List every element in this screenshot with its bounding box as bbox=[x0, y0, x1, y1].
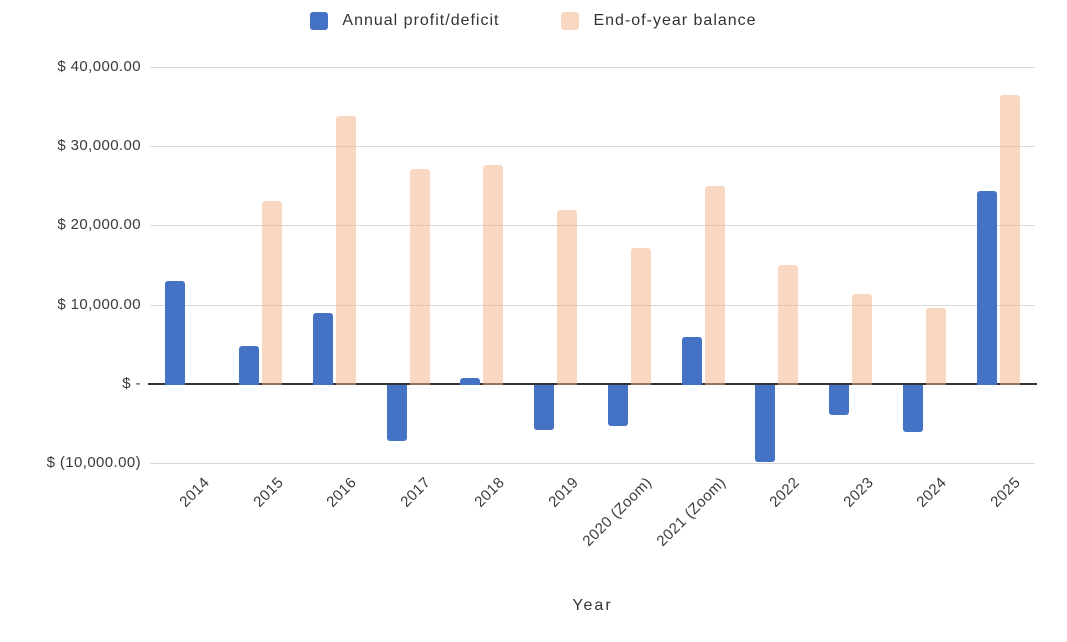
y-axis-tick-label: $ 30,000.00 bbox=[57, 137, 141, 155]
bar-annual-profit[interactable] bbox=[460, 378, 481, 385]
x-axis-tick-label: 2019 bbox=[544, 474, 582, 511]
legend-swatch-annual-profit-icon bbox=[310, 12, 329, 30]
x-axis-tick-label: 2014 bbox=[176, 474, 213, 511]
bar-end-of-year-balance[interactable] bbox=[483, 165, 504, 385]
bar-annual-profit[interactable] bbox=[681, 337, 702, 385]
bar-end-of-year-balance[interactable] bbox=[999, 94, 1020, 385]
x-axis-tick-label: 2023 bbox=[839, 474, 877, 511]
gridline bbox=[150, 304, 1035, 306]
bar-end-of-year-balance[interactable] bbox=[852, 294, 873, 385]
bar-annual-profit[interactable] bbox=[755, 384, 776, 462]
bar-annual-profit[interactable] bbox=[312, 312, 333, 385]
y-axis-tick-label: $ - bbox=[122, 374, 141, 392]
x-axis-tick-label: 2025 bbox=[987, 474, 1025, 511]
x-axis-zero-line bbox=[148, 382, 1037, 385]
x-axis-tick-label: 2015 bbox=[249, 474, 287, 511]
bar-end-of-year-balance[interactable] bbox=[557, 210, 578, 385]
legend-item-end-of-year-balance[interactable]: End-of-year balance bbox=[561, 12, 756, 30]
legend-label: End-of-year balance bbox=[593, 12, 757, 29]
x-axis-tick-label: 2017 bbox=[397, 474, 435, 511]
bar-end-of-year-balance[interactable] bbox=[630, 248, 651, 385]
bar-end-of-year-balance[interactable] bbox=[704, 185, 725, 385]
x-axis-tick-label: 2021 (Zoom) bbox=[653, 474, 730, 550]
y-axis-tick-label: $ 10,000.00 bbox=[57, 295, 141, 313]
legend-item-annual-profit[interactable]: Annual profit/deficit bbox=[310, 12, 499, 30]
x-axis-title: Year bbox=[572, 597, 613, 614]
y-axis-tick-label: $ 40,000.00 bbox=[57, 58, 141, 75]
bar-annual-profit[interactable] bbox=[165, 280, 186, 385]
bar-annual-profit[interactable] bbox=[902, 384, 923, 433]
bar-end-of-year-balance[interactable] bbox=[262, 200, 283, 385]
bar-annual-profit[interactable] bbox=[829, 384, 850, 415]
bar-annual-profit[interactable] bbox=[239, 345, 260, 385]
x-axis-tick-label: 2018 bbox=[471, 474, 508, 511]
y-axis-tick-label: $ (10,000.00) bbox=[46, 454, 141, 471]
bar-annual-profit[interactable] bbox=[534, 384, 555, 430]
legend-swatch-end-of-year-balance-icon bbox=[561, 12, 580, 30]
bar-end-of-year-balance[interactable] bbox=[409, 169, 430, 385]
legend-label: Annual profit/deficit bbox=[342, 12, 500, 29]
bar-annual-profit[interactable] bbox=[386, 384, 407, 441]
bar-annual-profit[interactable] bbox=[607, 384, 628, 426]
gridline bbox=[150, 146, 1035, 148]
y-axis-tick-label: $ 20,000.00 bbox=[57, 216, 141, 234]
bar-end-of-year-balance[interactable] bbox=[335, 116, 356, 385]
x-axis-tick-label: 2024 bbox=[913, 474, 951, 511]
gridline bbox=[150, 225, 1035, 227]
x-axis-tick-label: 2020 (Zoom) bbox=[579, 474, 656, 550]
legend: Annual profit/deficit End-of-year balanc… bbox=[0, 6, 1067, 36]
bar-end-of-year-balance[interactable] bbox=[925, 307, 946, 385]
gridline bbox=[150, 463, 1035, 464]
x-axis-tick-label: 2022 bbox=[766, 474, 803, 511]
bar-annual-profit[interactable] bbox=[976, 191, 997, 385]
x-axis-tick-label: 2016 bbox=[323, 474, 361, 511]
gridline bbox=[150, 67, 1035, 68]
bar-end-of-year-balance[interactable] bbox=[778, 265, 799, 385]
